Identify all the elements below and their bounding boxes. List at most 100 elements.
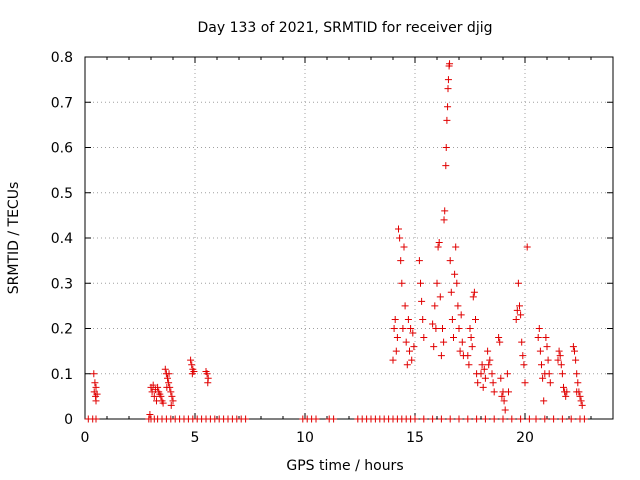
data-point [429, 415, 437, 423]
data-point [168, 392, 176, 400]
data-point [497, 374, 505, 382]
data-point [571, 347, 578, 355]
data-point [470, 288, 478, 296]
data-point [567, 415, 575, 423]
data-point [149, 381, 157, 389]
data-point [458, 338, 466, 346]
data-point [446, 60, 454, 68]
data-point [520, 361, 528, 369]
data-point [447, 288, 455, 296]
data-point [481, 374, 489, 382]
data-point [441, 207, 449, 215]
data-point [188, 361, 196, 369]
data-point [554, 356, 562, 364]
data-point [92, 415, 100, 423]
data-point [159, 399, 167, 407]
x-tick-label: 20 [516, 430, 534, 446]
data-point [433, 279, 441, 287]
data-point [443, 116, 451, 124]
y-tick-label: 0.3 [51, 276, 73, 292]
data-point [389, 356, 397, 364]
data-point [486, 356, 494, 364]
data-point [542, 334, 550, 342]
data-point [419, 315, 427, 323]
data-point [454, 302, 462, 310]
data-point [558, 415, 566, 423]
data-point [469, 293, 477, 301]
data-point [457, 311, 465, 319]
data-point [398, 279, 406, 287]
data-point [505, 388, 512, 396]
data-point [436, 293, 444, 301]
data-point [546, 379, 554, 387]
data-point [451, 270, 459, 278]
data-point [503, 370, 511, 378]
data-point [410, 343, 418, 351]
data-point [187, 356, 195, 364]
data-point [499, 415, 507, 423]
data-point [446, 257, 454, 265]
data-point [440, 216, 448, 224]
data-point [403, 361, 411, 369]
data-point [523, 243, 531, 251]
data-point [432, 325, 440, 332]
data-point [539, 374, 547, 382]
data-point [466, 325, 474, 332]
data-point [393, 334, 401, 342]
data-point [444, 85, 452, 93]
data-point [448, 315, 456, 323]
data-point [563, 388, 571, 396]
data-point [480, 365, 488, 373]
data-point [391, 315, 399, 323]
data-point [401, 302, 409, 310]
data-point [453, 279, 461, 287]
data-point [521, 379, 529, 387]
tick-layer [84, 56, 613, 420]
data-point [474, 379, 482, 387]
data-point [242, 415, 250, 423]
data-point [541, 415, 549, 423]
data-point [517, 311, 525, 319]
data-point [154, 383, 162, 391]
data-point [477, 370, 485, 378]
data-point [446, 415, 454, 423]
data-point [395, 225, 402, 233]
data-point [516, 302, 523, 310]
data-point [409, 329, 417, 337]
data-point [91, 379, 99, 387]
y-tick-label: 0.5 [51, 186, 73, 202]
data-point [535, 325, 543, 332]
data-point [440, 338, 448, 346]
y-tick-label: 0.7 [51, 95, 73, 111]
data-point [577, 397, 585, 405]
data-point [498, 392, 506, 400]
data-point [415, 257, 423, 265]
data-point [574, 379, 582, 387]
data-point [203, 370, 211, 378]
data-point [517, 415, 525, 423]
chart-title: Day 133 of 2021, SRMTID for receiver dji… [198, 20, 493, 36]
data-point [557, 361, 565, 369]
data-point [169, 397, 177, 405]
data-point [312, 415, 320, 423]
data-point [580, 415, 588, 423]
data-point [455, 415, 463, 423]
data-point [525, 415, 533, 423]
data-point [407, 325, 415, 332]
data-point [569, 343, 577, 351]
y-tick-label: 0.8 [51, 50, 73, 66]
y-tick-label: 0 [64, 412, 73, 428]
x-tick-label: 0 [81, 430, 90, 446]
data-point [404, 315, 412, 323]
data-point [485, 361, 493, 369]
y-axis-label: SRMTID / TECUs [6, 182, 22, 295]
data-point [501, 406, 509, 414]
data-point [540, 397, 548, 405]
data-point [435, 239, 443, 247]
data-point [576, 392, 584, 400]
data-point [550, 415, 558, 423]
data-point [444, 103, 452, 111]
data-point [484, 347, 492, 355]
data-point [411, 415, 419, 423]
data-point [455, 325, 463, 332]
